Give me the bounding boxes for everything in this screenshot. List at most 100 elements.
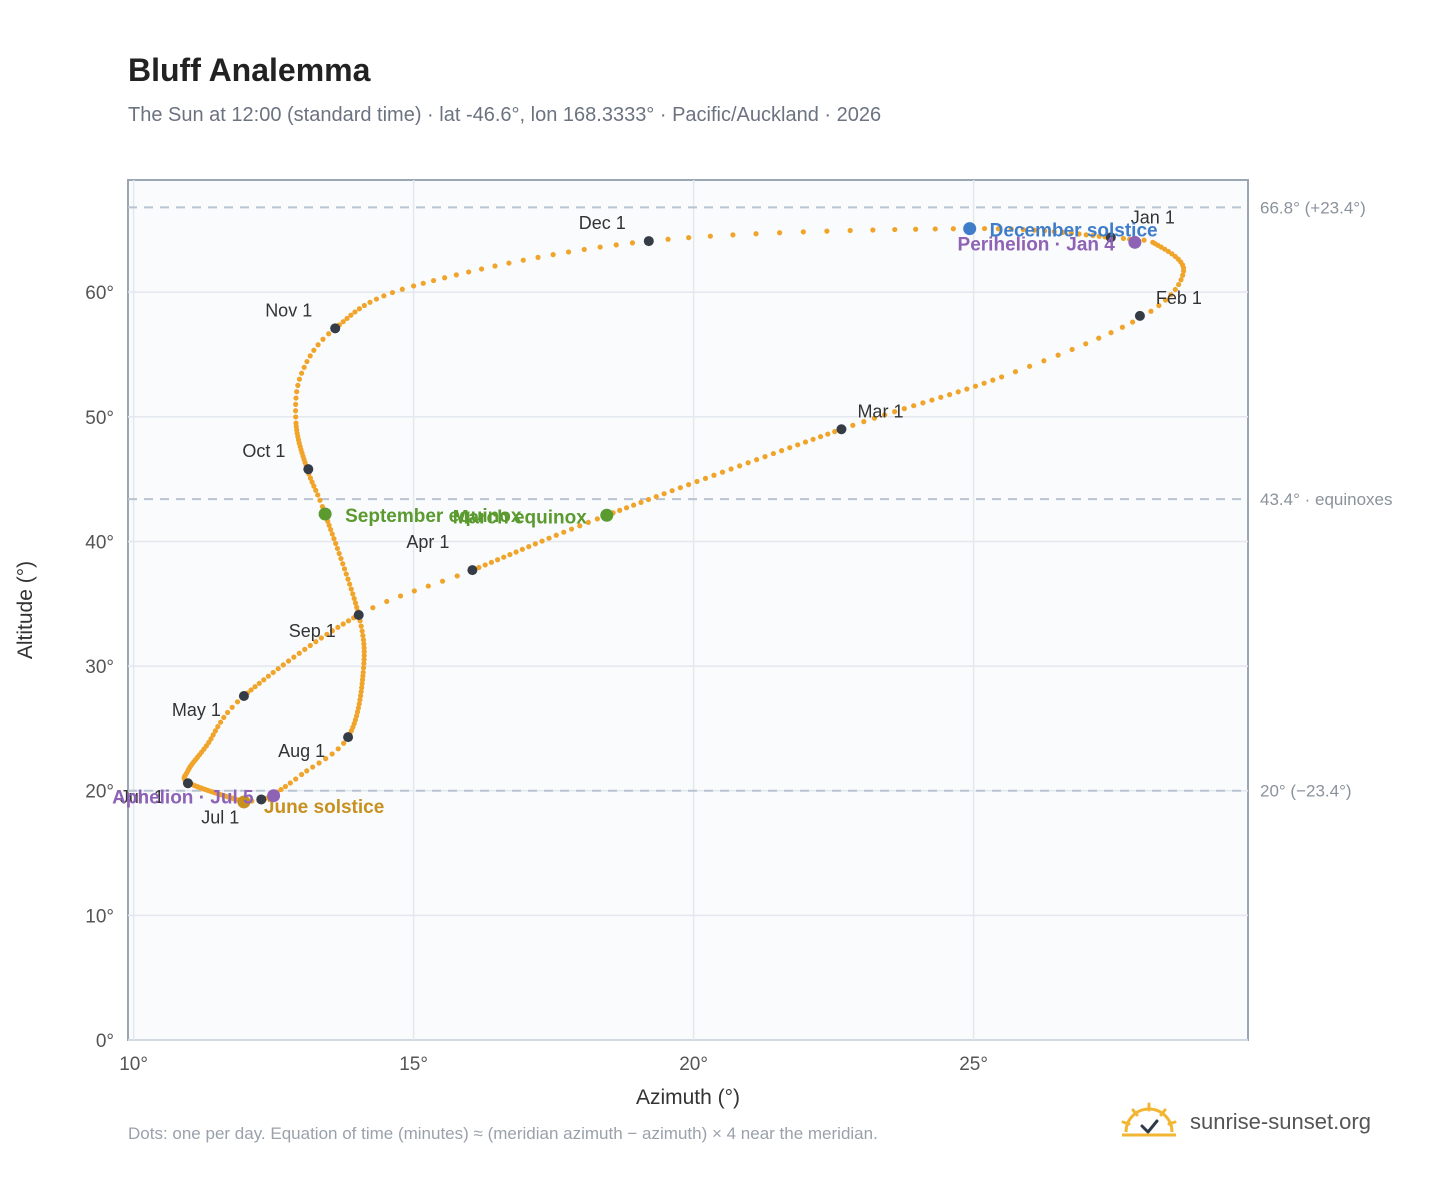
daily-dot	[901, 406, 907, 412]
daily-dot	[519, 546, 525, 552]
daily-dot	[248, 687, 254, 693]
daily-dot	[665, 236, 671, 242]
daily-dot	[425, 583, 431, 589]
brand-logo[interactable]: sunrise-sunset.org	[1120, 1102, 1371, 1142]
daily-dot	[367, 299, 373, 305]
daily-dot	[711, 472, 717, 478]
month-marker	[1105, 232, 1116, 243]
daily-dot	[340, 561, 346, 567]
daily-dot	[278, 786, 284, 793]
daily-dot	[737, 463, 743, 469]
daily-dot	[384, 598, 390, 605]
daily-dot	[331, 536, 337, 542]
daily-dot	[356, 306, 362, 312]
daily-dot	[293, 401, 299, 408]
daily-dot	[1096, 335, 1102, 341]
daily-dot	[361, 302, 367, 309]
daily-dot	[1172, 286, 1178, 293]
daily-dot	[215, 724, 221, 730]
daily-dot	[1031, 227, 1037, 233]
month-marker	[643, 236, 654, 247]
daily-dot	[597, 244, 603, 250]
y-tick-label: 50°	[85, 408, 114, 429]
daily-dot	[568, 526, 575, 532]
month-marker	[1134, 310, 1145, 321]
daily-dot	[265, 673, 271, 679]
daily-dot	[1168, 292, 1174, 298]
daily-dot	[293, 414, 299, 420]
daily-dot	[340, 621, 346, 627]
daily-dot	[348, 586, 354, 592]
daily-dot	[1051, 228, 1057, 235]
daily-dot	[341, 566, 348, 572]
daily-dot	[234, 699, 241, 705]
daily-dot	[315, 492, 321, 498]
month-marker	[256, 794, 267, 805]
y-tick-label: 60°	[85, 283, 114, 304]
daily-dot	[333, 540, 339, 547]
event-marker	[318, 507, 332, 521]
daily-dot	[307, 642, 313, 649]
daily-dot	[370, 605, 376, 611]
daily-dot	[345, 618, 352, 624]
daily-dot	[753, 231, 759, 237]
daily-dot	[1060, 229, 1066, 235]
daily-dot	[373, 296, 380, 302]
daily-dot	[1096, 233, 1102, 239]
daily-dot	[453, 272, 459, 278]
sun-logo-icon	[1121, 1102, 1177, 1137]
daily-dot	[411, 283, 417, 289]
daily-dot	[728, 466, 734, 472]
daily-dot	[778, 448, 785, 454]
daily-dot	[950, 226, 956, 232]
y-tick-label: 20°	[85, 782, 114, 803]
month-label: Feb 1	[1156, 288, 1202, 308]
daily-dot	[296, 376, 303, 382]
daily-dot	[307, 475, 314, 481]
reference-line-label: 20° (−23.4°)	[1260, 782, 1352, 801]
daily-dot	[350, 591, 356, 597]
daily-dot	[293, 776, 299, 782]
daily-dot	[825, 431, 831, 437]
daily-dot	[261, 677, 267, 683]
daily-dot	[212, 728, 218, 734]
daily-dot	[539, 538, 545, 544]
daily-dot	[817, 434, 824, 440]
daily-dot	[762, 454, 768, 460]
daily-dot	[707, 233, 713, 239]
daily-dot	[631, 502, 637, 508]
daily-dot	[882, 412, 888, 418]
daily-dot	[669, 488, 675, 494]
daily-dot	[285, 658, 292, 664]
daily-dot	[964, 386, 970, 392]
daily-dot	[326, 331, 332, 337]
daily-dot	[581, 246, 587, 253]
daily-dot	[513, 549, 519, 555]
x-tick-label: 10°	[119, 1054, 148, 1075]
daily-dot	[913, 226, 919, 232]
y-tick-label: 0°	[96, 1031, 114, 1052]
month-marker	[836, 424, 847, 435]
daily-dot	[249, 798, 255, 804]
daily-dot	[1156, 302, 1162, 309]
daily-dot	[299, 370, 305, 376]
daily-dot	[1162, 297, 1169, 303]
daily-dot	[352, 600, 359, 606]
daily-dot	[1083, 232, 1089, 238]
daily-dot	[282, 783, 289, 790]
daily-dot	[1119, 324, 1125, 330]
daily-dot	[343, 571, 349, 577]
daily-dot	[488, 559, 495, 565]
daily-dot	[341, 740, 347, 746]
daily-dot	[1076, 231, 1082, 237]
month-marker	[238, 691, 249, 701]
daily-dot	[981, 380, 987, 386]
daily-dot	[870, 227, 876, 233]
daily-dot	[358, 689, 364, 695]
daily-dot	[356, 701, 362, 707]
month-marker	[343, 732, 354, 743]
daily-dot	[399, 286, 405, 292]
event-label: December solstice	[990, 221, 1158, 242]
daily-dot	[995, 226, 1001, 232]
